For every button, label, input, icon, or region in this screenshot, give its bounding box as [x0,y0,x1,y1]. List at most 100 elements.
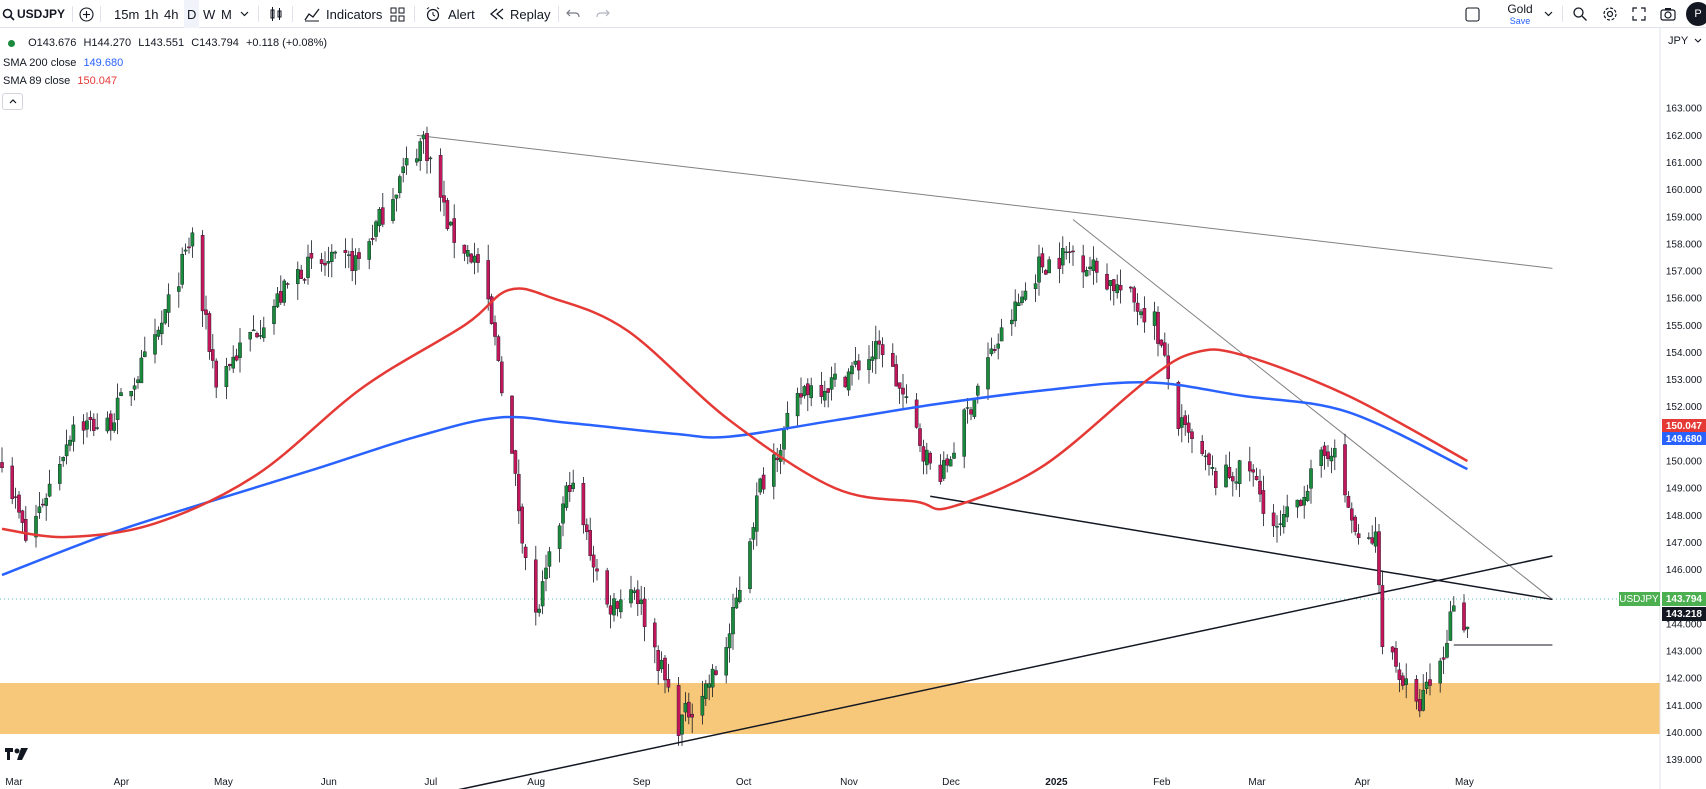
price-tick-label: 141.000 [1666,701,1703,712]
candle-down [1322,445,1327,456]
candle-up [472,255,477,263]
sma89-tag-text: 150.047 [1666,421,1703,432]
candle-down [608,605,613,615]
interval-15m[interactable]: 15m [114,6,140,22]
price-tick-label: 143.000 [1666,647,1703,658]
candle-down [442,195,446,203]
candle-down [1118,285,1123,291]
candle-up [561,503,565,524]
symbol-search-button[interactable]: USDJPY [17,7,66,21]
time-tick-label: Oct [736,777,752,788]
candle-down [775,457,779,461]
layouts-icon[interactable] [390,0,405,28]
currency-label: JPY [1668,35,1689,47]
sma200-value: 149.680 [83,57,124,69]
search-icon[interactable] [2,0,16,28]
camera-icon[interactable] [1660,0,1676,28]
chevron-down-icon[interactable] [240,0,249,28]
redo-icon[interactable] [596,0,610,28]
candle-down [1132,287,1136,303]
candle-up [1210,467,1215,470]
interval-1m[interactable]: M [221,6,232,22]
candle-down [255,333,259,338]
interval-1h[interactable]: 1h [144,6,159,22]
fullscreen-icon[interactable] [1632,0,1646,28]
candle-up [466,250,470,257]
candle-down [1094,260,1099,273]
candle-up [159,322,164,334]
replay-button[interactable]: Replay [510,6,551,22]
avatar[interactable]: P [1686,2,1706,26]
interval-1d[interactable]: D [184,0,200,28]
candle-down [108,413,113,431]
candle-up [180,254,185,285]
currency-selector[interactable]: JPY [1660,33,1706,51]
candle-down [452,218,457,243]
candle-up [58,464,62,484]
ohlc-high: H144.270 [83,37,132,49]
candle-up [37,506,42,513]
candle-up [707,683,711,688]
candle-down [1186,422,1191,433]
sma200-legend[interactable]: SMA 200 close 149.680 [3,57,127,69]
indicators-button[interactable]: Indicators [326,6,383,22]
candle-up [347,254,351,256]
symbol-tag-text: USDJPY [1619,594,1659,605]
interval-1w[interactable]: W [203,6,216,22]
sma89-legend[interactable]: SMA 89 close 150.047 [3,75,121,87]
candle-down [1156,311,1160,344]
sma89-price-tag: 150.047 [1662,419,1706,432]
candle-down [299,269,304,279]
time-tick-label: Jul [424,777,437,788]
candle-down [880,344,885,355]
candle-up [829,377,834,390]
candle-up [1281,514,1286,528]
candle-up [785,412,790,428]
add-symbol-icon[interactable] [77,0,95,28]
time-tick-label: Mar [1248,777,1266,788]
candle-down [41,503,45,506]
collapse-legend-button[interactable] [2,93,23,110]
candle-up [659,660,664,670]
candle-up [989,348,994,355]
chevron-down-icon[interactable] [1544,0,1553,28]
top-toolbar: USDJPY 15m 1h 4h D W M Indicators Alert … [0,0,1706,28]
candles-icon[interactable] [268,0,284,28]
candle-up [449,221,453,226]
candle-down [445,200,450,229]
candle-down [1400,675,1405,686]
candle-up [1285,506,1289,518]
alarm-clock-icon[interactable] [425,0,441,28]
candle-up [952,452,956,459]
candle-down [591,554,596,568]
replay-icon[interactable] [490,0,504,28]
price-tick-label: 142.000 [1666,674,1703,685]
layout-name-group[interactable]: Gold Save [1502,2,1538,26]
indicators-icon[interactable] [304,0,320,28]
candle-down [489,296,494,324]
fullscreen-toggle-icon[interactable] [1465,0,1480,28]
candle-down [81,421,86,431]
price-tick-label: 156.000 [1666,294,1703,305]
candle-down [207,313,212,352]
candle-down [513,450,518,474]
candle-up [262,327,266,339]
undo-icon[interactable] [566,0,580,28]
candle-up [846,371,851,391]
candle-down [877,340,881,345]
candle-down [714,670,718,675]
candle-up [738,589,742,602]
alert-button[interactable]: Alert [448,6,475,22]
candle-down [214,360,219,388]
quick-search-icon[interactable] [1572,0,1588,28]
interval-4h[interactable]: 4h [164,6,179,22]
chevron-down-icon [1694,34,1702,46]
candle-down [687,701,691,718]
candle-down [1227,467,1232,478]
candle-up [1305,490,1310,502]
candle-up [95,427,99,429]
gear-icon[interactable] [1602,0,1618,28]
candle-up [972,398,977,417]
candle-down [24,518,28,541]
candle-up [1152,311,1157,326]
